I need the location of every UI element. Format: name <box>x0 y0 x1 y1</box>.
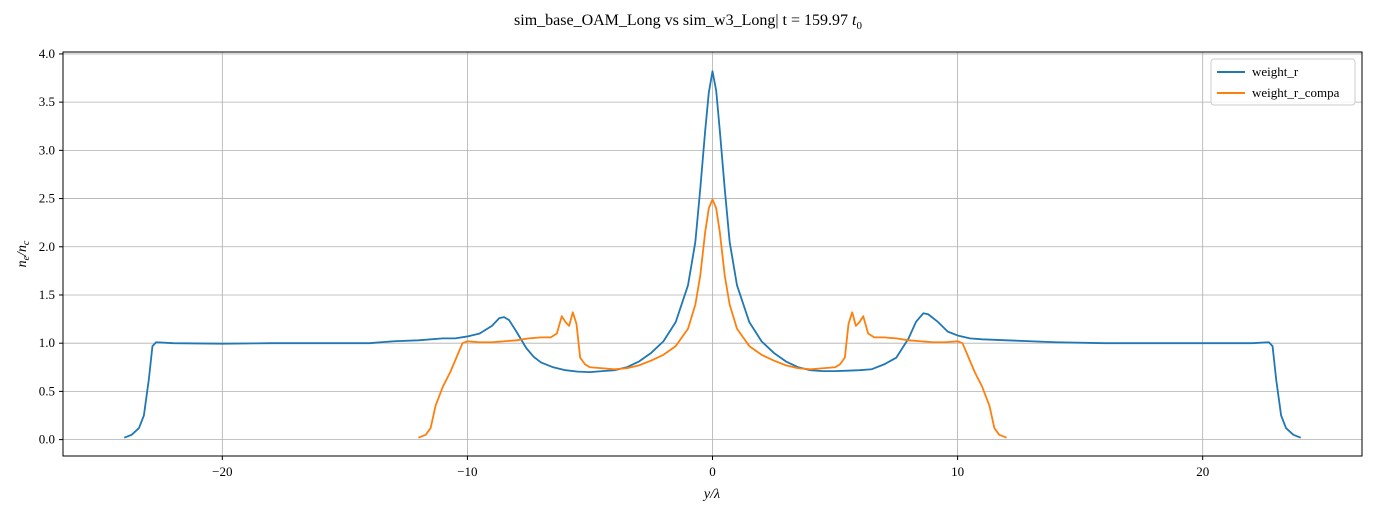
y-tick-label: 0.0 <box>39 432 55 447</box>
series-line-weight_r_compa <box>418 198 1007 439</box>
x-axis-label: y/λ <box>702 487 720 502</box>
x-tick-label: 10 <box>951 464 964 479</box>
x-tick-label: 20 <box>1196 464 1209 479</box>
x-tick-label: −10 <box>457 464 477 479</box>
legend-label: weight_r <box>1252 64 1299 79</box>
x-tick-label: 0 <box>709 464 716 479</box>
y-axis-ticks: 0.0 0.5 1.0 1.5 2.0 2.5 3.0 3.5 4.0 <box>39 46 63 447</box>
y-tick-label: 1.5 <box>39 287 55 302</box>
y-tick-label: 2.5 <box>39 191 55 206</box>
y-axis-label: ne/nc <box>15 240 32 267</box>
y-tick-label: 0.5 <box>39 383 55 398</box>
legend: weight_r weight_r_compa <box>1210 58 1356 106</box>
series-layer <box>123 70 1302 439</box>
x-axis-ticks: −20 −10 0 10 20 <box>212 456 1209 479</box>
y-tick-label: 1.0 <box>39 335 55 350</box>
chart-title: sim_base_OAM_Long vs sim_w3_Long| t = 15… <box>514 12 862 32</box>
grid-lines <box>63 52 1362 456</box>
legend-label: weight_r_compa <box>1252 85 1340 100</box>
y-tick-label: 2.0 <box>39 239 55 254</box>
series-line-weight_r <box>123 70 1302 439</box>
y-tick-label: 3.0 <box>39 142 55 157</box>
x-tick-label: −20 <box>212 464 232 479</box>
y-tick-label: 4.0 <box>39 46 55 61</box>
legend-box <box>1210 58 1356 106</box>
y-tick-label: 3.5 <box>39 94 55 109</box>
